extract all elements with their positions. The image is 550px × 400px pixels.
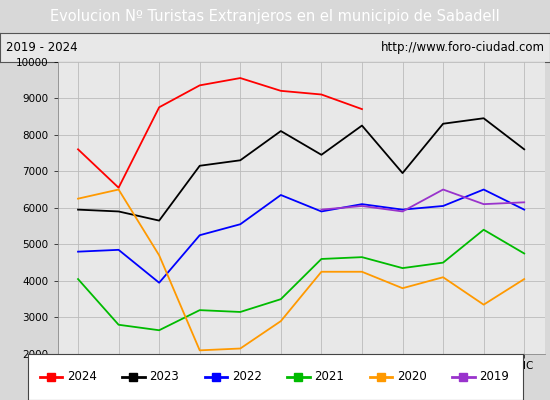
Text: 2019: 2019 bbox=[480, 370, 509, 384]
Text: Evolucion Nº Turistas Extranjeros en el municipio de Sabadell: Evolucion Nº Turistas Extranjeros en el … bbox=[50, 9, 500, 24]
Text: http://www.foro-ciudad.com: http://www.foro-ciudad.com bbox=[381, 41, 544, 54]
Text: 2021: 2021 bbox=[315, 370, 344, 384]
Text: 2024: 2024 bbox=[67, 370, 97, 384]
Text: 2022: 2022 bbox=[232, 370, 262, 384]
Text: 2019 - 2024: 2019 - 2024 bbox=[6, 41, 77, 54]
Text: 2023: 2023 bbox=[150, 370, 179, 384]
Text: 2020: 2020 bbox=[397, 370, 427, 384]
